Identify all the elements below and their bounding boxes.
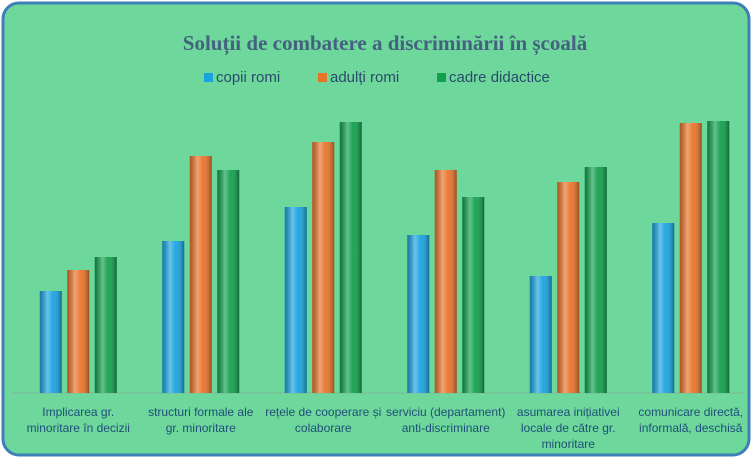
x-tick-label: rețele de cooperare și colaborare <box>265 405 382 435</box>
legend-label: copii romi <box>216 69 280 86</box>
x-tick-label: comunicare directă, informală, deschisă <box>638 405 744 435</box>
bar-shade <box>584 167 607 393</box>
x-tick-label: asumarea inițiativei locale de către gr.… <box>516 405 620 451</box>
bar-shade <box>529 276 552 393</box>
bar-shade <box>557 182 580 393</box>
legend-label: adulți romi <box>330 69 399 86</box>
bar-shade <box>94 257 117 393</box>
x-tick-label: Implicarea gr. minoritare în decizii <box>26 405 130 435</box>
bar-shade <box>217 170 240 393</box>
legend-swatch <box>318 73 327 82</box>
bar-shade <box>39 291 62 393</box>
bar-shade <box>434 170 457 393</box>
bar-shade <box>162 241 185 393</box>
bar-shade <box>652 223 675 393</box>
bar-shade <box>67 270 90 393</box>
legend-swatch <box>204 73 213 82</box>
bar-shade <box>189 156 212 393</box>
bar-shade <box>312 142 335 393</box>
legend-label: cadre didactice <box>449 69 550 86</box>
bar-shade <box>339 122 362 393</box>
chart-title: Soluții de combatere a discriminării în … <box>183 31 588 56</box>
bar-shade <box>462 197 485 393</box>
x-tick-label: serviciu (departament) anti-discriminare <box>386 405 506 435</box>
legend-swatch <box>437 73 446 82</box>
bar-shade <box>679 123 702 393</box>
x-tick-label: structuri formale ale gr. minoritare <box>148 405 254 435</box>
bar-shade <box>407 235 430 393</box>
bar-shade <box>284 207 307 393</box>
bar-shade <box>707 121 730 393</box>
